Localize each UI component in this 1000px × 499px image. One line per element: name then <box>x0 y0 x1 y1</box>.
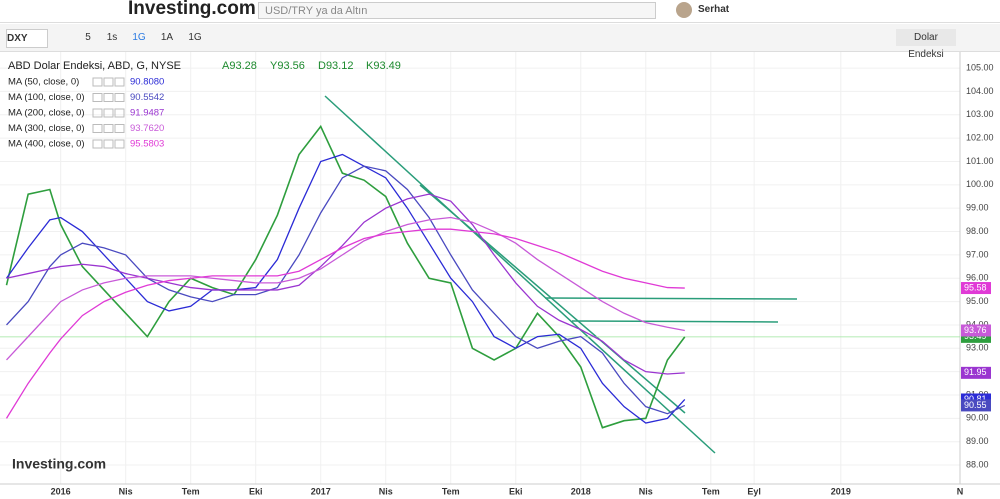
logo[interactable]: Investing.com <box>128 0 256 19</box>
x-tick-label: Tem <box>442 486 460 496</box>
x-tick-label: 2016 <box>51 486 71 496</box>
x-tick-label: Eyl <box>747 486 761 496</box>
y-tick-label: 88.00 <box>966 459 989 469</box>
legend-icon <box>92 77 103 87</box>
legend-icon <box>92 93 103 102</box>
ma-line <box>6 165 686 415</box>
legend-icon <box>103 139 114 149</box>
y-tick-label: 100.00 <box>966 179 994 189</box>
x-tick-label: Nis <box>639 486 653 496</box>
legend-icon <box>103 108 114 118</box>
legend-value: 90.5542 <box>130 92 164 103</box>
chart-toolbar: DXY 5 1s 1G 1A 1G Dolar Endeksi <box>0 24 1000 60</box>
y-tick-label: 97.00 <box>966 249 989 259</box>
legend-icon <box>114 93 125 102</box>
legend-name: MA (400, close, 0) <box>8 139 85 150</box>
y-tick-label: 104.00 <box>966 86 994 96</box>
interval[interactable]: 1G <box>132 32 146 43</box>
legend-name: MA (50, close, 0) <box>8 77 79 88</box>
top-bar: Investing.com USD/TRY ya da Altın Serhat <box>0 0 1000 23</box>
y-tick-label: 95.00 <box>966 296 989 306</box>
horizontal-line <box>571 320 779 323</box>
price-badge-label: 91.95 <box>964 367 987 377</box>
legend-value: 95.5803 <box>130 139 164 150</box>
y-tick-label: 105.00 <box>966 62 994 72</box>
y-tick-label: 102.00 <box>966 133 994 143</box>
legend-icon <box>92 124 103 133</box>
x-tick-label: Nis <box>119 486 133 496</box>
x-tick-label: Nis <box>379 486 393 496</box>
x-tick-label: Eki <box>509 486 523 496</box>
ma-line <box>5 228 685 419</box>
x-tick-label: 2019 <box>831 486 851 496</box>
ohlc-value: A93.28 <box>222 60 257 72</box>
y-tick-label: 101.00 <box>966 156 994 166</box>
avatar[interactable] <box>676 2 692 18</box>
ma-line <box>6 193 685 375</box>
interval[interactable]: 1s <box>106 32 118 43</box>
legend-icon <box>114 139 125 149</box>
watermark: Investing.com <box>12 456 106 472</box>
price-axis-bg <box>960 52 1000 484</box>
y-tick-label: 98.00 <box>966 226 989 236</box>
legend-icon <box>103 77 114 87</box>
price-badge <box>961 366 991 379</box>
ohlc-value: D93.12 <box>318 60 353 72</box>
horizontal-line <box>544 297 798 300</box>
ohlc-value: K93.49 <box>366 60 401 72</box>
legend-icon <box>114 108 125 118</box>
x-tick-label: 2018 <box>571 486 591 496</box>
y-tick-label: 99.00 <box>966 203 989 213</box>
search-box[interactable]: USD/TRY ya da Altın <box>258 2 656 19</box>
y-tick-label: 96.00 <box>966 273 989 283</box>
x-tick-label: Tem <box>702 486 720 496</box>
y-tick-label: 94.00 <box>966 319 989 329</box>
legend-icon <box>92 108 103 118</box>
legend-value: 93.7620 <box>130 123 164 134</box>
price-badge <box>961 324 991 337</box>
symbol-input[interactable]: DXY <box>6 29 48 48</box>
trend-line <box>324 95 716 454</box>
chart-title: ABD Dolar Endeksi, ABD, G, NYSE <box>8 60 181 72</box>
price-badge-label: 90.81 <box>964 394 987 404</box>
x-tick-label: Eki <box>249 486 263 496</box>
interval[interactable]: 1G <box>188 32 202 43</box>
legend-icon <box>103 93 114 102</box>
ma-line <box>6 216 685 361</box>
price-badge <box>961 282 991 295</box>
price-badge <box>961 399 991 412</box>
legend-icon <box>92 139 103 149</box>
x-tick-label: N <box>957 486 964 496</box>
price-line <box>5 124 686 429</box>
price-badge-label: 93.76 <box>964 325 987 335</box>
legend-value: 90.8080 <box>130 77 164 88</box>
user-name[interactable]: Serhat <box>698 4 730 15</box>
legend-icon <box>114 77 125 87</box>
legend-value: 91.9487 <box>130 108 164 119</box>
price-badge-label: 95.58 <box>964 282 987 292</box>
interval[interactable]: 5 <box>85 32 91 43</box>
y-tick-label: 90.00 <box>966 413 989 423</box>
interval[interactable]: 1A <box>160 32 174 43</box>
y-tick-label: 89.00 <box>966 436 989 446</box>
ma-line <box>5 153 686 424</box>
trend-line <box>419 184 686 414</box>
x-tick-label: Tem <box>182 486 200 496</box>
legend-name: MA (300, close, 0) <box>8 123 85 134</box>
y-tick-label: 93.00 <box>966 343 989 353</box>
price-badge-label: 90.55 <box>964 400 987 410</box>
x-tick-label: 2017 <box>311 486 331 496</box>
legend-name: MA (100, close, 0) <box>8 92 85 103</box>
compare-button[interactable]: Dolar Endeksi <box>896 29 956 60</box>
ohlc-value: Y93.56 <box>270 60 305 72</box>
y-tick-label: 103.00 <box>966 109 994 119</box>
legend-icon <box>114 124 125 133</box>
legend-icon <box>103 124 114 133</box>
legend-name: MA (200, close, 0) <box>8 108 85 119</box>
grid <box>0 52 961 484</box>
